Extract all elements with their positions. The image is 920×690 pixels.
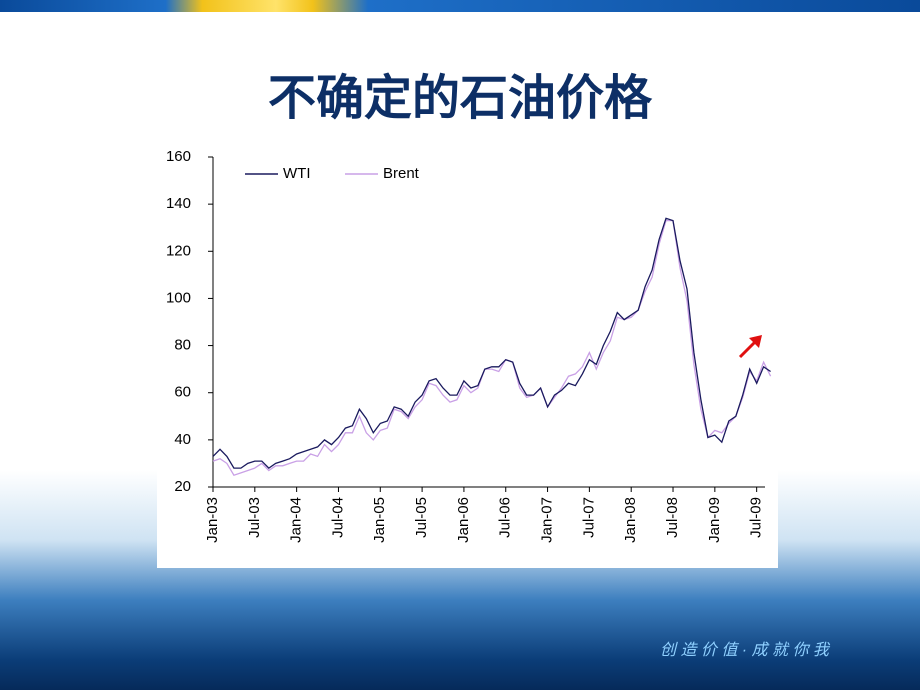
legend-label: WTI xyxy=(283,165,311,182)
x-tick-label: Jan-07 xyxy=(539,497,556,543)
series-line xyxy=(212,219,772,476)
x-tick-label: Jan-06 xyxy=(455,497,472,543)
trend-arrow xyxy=(738,335,762,359)
top-bar xyxy=(0,0,920,12)
x-tick-label: Jul-07 xyxy=(580,497,597,538)
slide-title: 不确定的石油价格 xyxy=(267,70,652,126)
legend-label: Brent xyxy=(383,165,420,182)
y-tick-label: 160 xyxy=(166,148,191,165)
x-tick-label: Jul-06 xyxy=(497,497,514,538)
x-tick-label: Jul-08 xyxy=(664,497,681,538)
y-tick-label: 120 xyxy=(166,242,191,259)
x-tick-label: Jan-03 xyxy=(204,497,221,543)
series-line xyxy=(212,217,771,469)
y-tick-label: 20 xyxy=(174,478,191,495)
x-tick-label: Jul-09 xyxy=(748,497,765,538)
x-tick-label: Jan-08 xyxy=(622,497,639,543)
y-tick-label: 60 xyxy=(174,384,191,401)
x-tick-label: Jan-09 xyxy=(706,497,723,543)
y-tick-label: 80 xyxy=(174,337,191,354)
x-tick-label: Jul-04 xyxy=(329,497,346,538)
x-tick-label: Jul-05 xyxy=(413,497,430,538)
x-tick-label: Jan-05 xyxy=(371,497,388,543)
y-tick-label: 40 xyxy=(174,431,191,448)
footer-slogan: 创 造 价 值 · 成 就 你 我 xyxy=(660,642,829,659)
y-tick-label: 100 xyxy=(166,289,191,306)
x-tick-label: Jan-04 xyxy=(288,497,305,543)
chart-background xyxy=(157,142,778,568)
y-tick-label: 140 xyxy=(166,195,191,212)
x-tick-label: Jul-03 xyxy=(246,497,263,538)
